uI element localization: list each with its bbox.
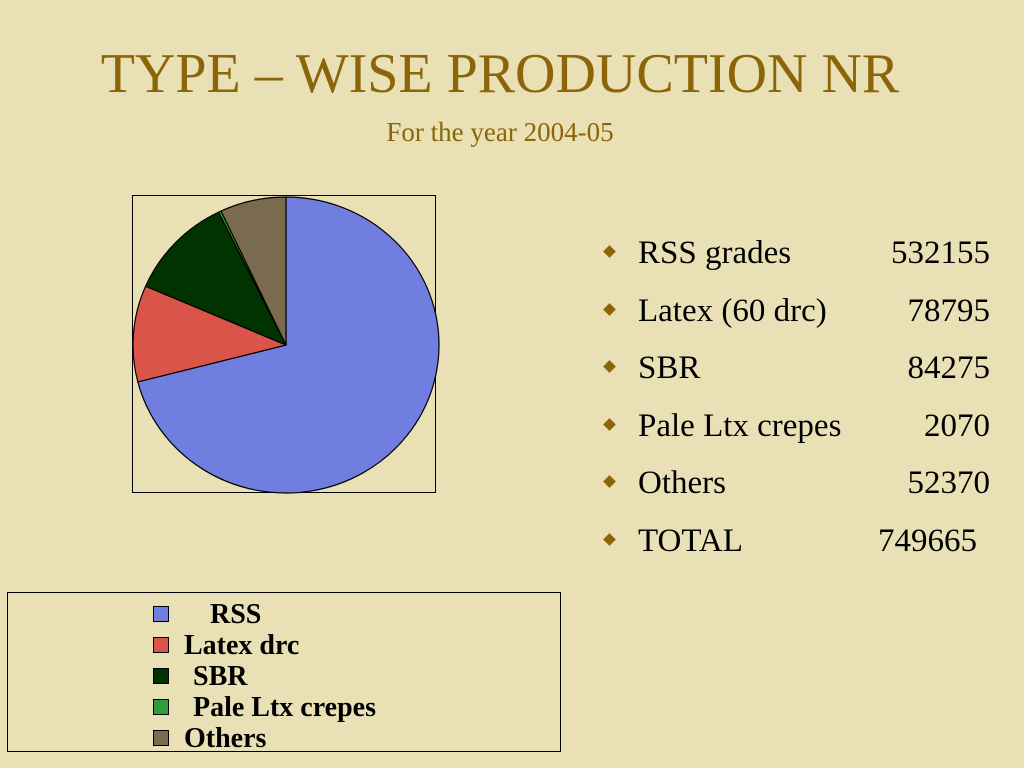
list-item-sbr: SBR 84275 [600,343,1000,401]
diamond-bullet-icon [603,417,616,431]
pie-slice-latex-drc [132,285,287,383]
pie-slice-others [220,196,287,346]
diamond-bullet-icon [603,302,616,316]
pie-chart-frame [132,195,440,494]
legend-swatch [153,699,169,715]
item-label: RSS grades [638,235,792,271]
list-item-total: TOTAL 749665 [600,516,1000,574]
pie-chart [132,196,440,494]
item-value: 749665 [878,522,977,559]
item-value: 84275 [907,350,991,386]
list-item-others: Others 52370 [600,458,1000,516]
pie-slice-sbr [144,211,287,346]
list-item-latex: Latex (60 drc) 78795 [600,286,1000,344]
item-label: SBR [638,350,701,386]
item-label: Others [638,465,726,501]
legend-swatch [153,606,169,622]
diamond-bullet-icon [603,360,616,373]
item-value: 532155 [891,235,990,271]
list-item-pale-ltx-crepes: Pale Ltx crepes 2070 [600,401,1000,459]
diamond-bullet-icon [603,475,616,488]
diamond-bullet-icon [603,245,616,258]
item-value: 78795 [907,292,991,329]
list-item-rss-grades: RSS grades 532155 [600,228,1000,286]
production-list: RSS grades 532155 Latex (60 drc) 78795 S… [600,228,1000,573]
item-label: Latex (60 drc) [638,292,827,329]
legend-label: Pale Ltx crepes [193,692,376,723]
pie-slice-rss [137,196,440,494]
legend-label: Latex drc [184,630,300,661]
slide-title: TYPE – WISE PRODUCTION NR [100,43,900,105]
legend-label: Others [184,723,267,754]
chart-legend: RSS Latex drc SBR Pale Ltx crepes Others [7,592,561,754]
legend-label: SBR [193,661,248,692]
item-value: 2070 [924,407,990,444]
item-label: TOTAL [638,522,743,559]
item-label: Pale Ltx crepes [638,407,842,444]
legend-label: RSS [210,599,262,630]
slide-subtitle: For the year 2004-05 [386,117,614,147]
diamond-bullet-icon [603,532,616,546]
legend-swatch [153,730,169,746]
legend-swatch [153,637,169,653]
legend-swatch [153,668,169,684]
item-value: 52370 [907,465,991,501]
